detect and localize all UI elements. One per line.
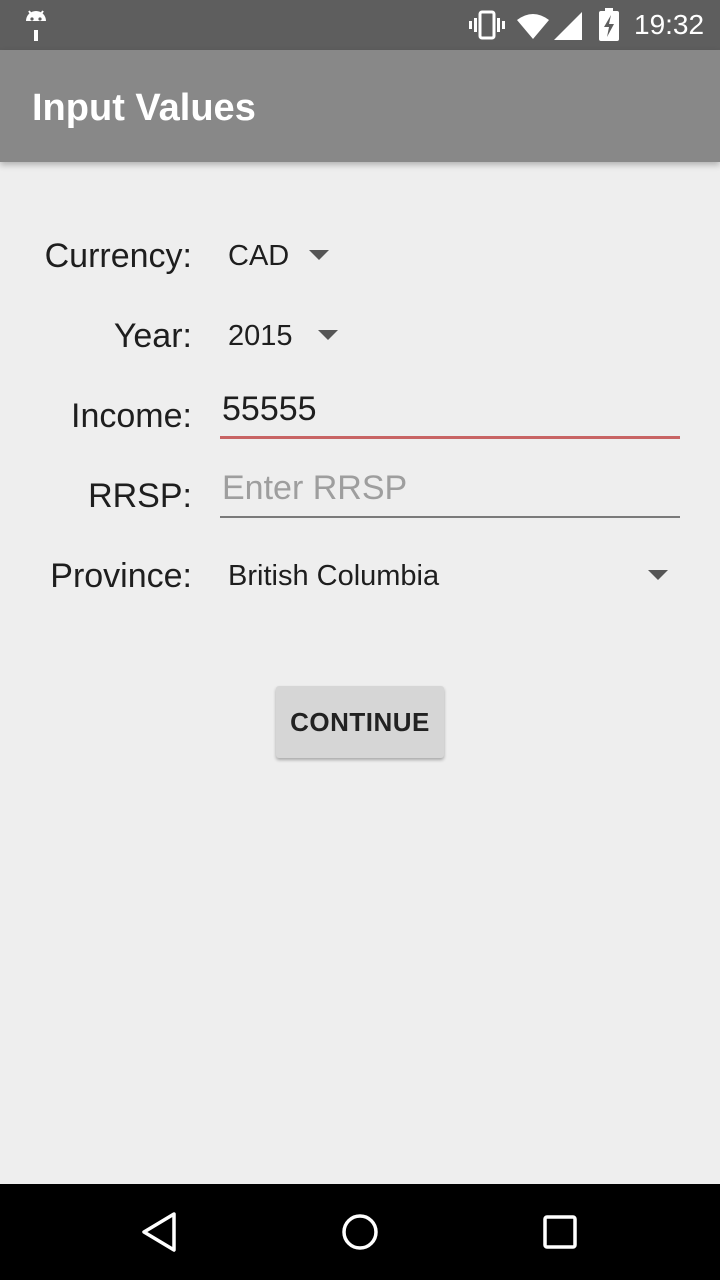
wifi-icon	[517, 14, 549, 39]
year-dropdown-caret-icon	[318, 330, 338, 340]
currency-spinner[interactable]: CAD	[220, 226, 350, 286]
android-icon	[26, 10, 46, 41]
year-label: Year:	[113, 317, 192, 355]
navigation-bar	[0, 1184, 720, 1280]
province-value: British Columbia	[228, 560, 440, 592]
battery-icon	[599, 8, 619, 41]
vibrate-icon	[469, 10, 505, 40]
page-title: Input Values	[32, 87, 256, 129]
continue-button[interactable]: CONTINUE	[276, 686, 444, 758]
back-icon[interactable]	[136, 1208, 184, 1256]
currency-dropdown-caret-icon	[309, 250, 329, 260]
rrsp-label: RRSP:	[88, 477, 192, 515]
rrsp-placeholder: Enter RRSP	[222, 469, 408, 507]
year-spinner[interactable]: 2015	[220, 306, 360, 366]
rrsp-input[interactable]: Enter RRSP	[220, 468, 680, 518]
income-underline	[220, 436, 680, 439]
province-label: Province:	[50, 557, 192, 595]
recents-icon[interactable]	[536, 1208, 584, 1256]
income-input[interactable]: 55555	[220, 389, 680, 439]
status-clock: 19:32	[634, 9, 705, 40]
signal-icon	[554, 12, 582, 40]
home-icon[interactable]	[336, 1208, 384, 1256]
year-value: 2015	[228, 320, 293, 352]
app-bar: Input Values	[0, 50, 720, 162]
income-label: Income:	[71, 397, 192, 435]
income-value: 55555	[222, 390, 317, 428]
province-dropdown-caret-icon	[648, 570, 668, 580]
status-bar: 19:32	[0, 0, 720, 50]
currency-label: Currency:	[44, 237, 192, 275]
currency-value: CAD	[228, 240, 290, 272]
rrsp-underline	[220, 516, 680, 518]
province-spinner[interactable]: British Columbia	[220, 546, 680, 606]
